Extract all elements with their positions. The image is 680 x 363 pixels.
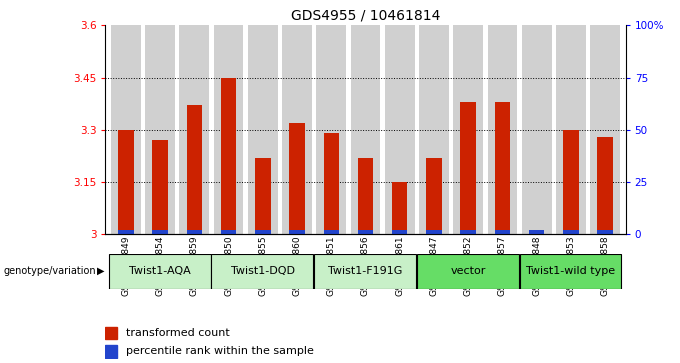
Bar (426, 231, 441, 234)
Text: transformed count: transformed count (126, 328, 230, 338)
Bar (351, 25, 380, 234)
Bar (221, 231, 237, 234)
Bar (358, 158, 373, 234)
Bar (255, 231, 271, 234)
Bar (187, 105, 202, 234)
Bar (187, 231, 202, 234)
Bar (152, 231, 168, 234)
Bar (488, 25, 517, 234)
Text: percentile rank within the sample: percentile rank within the sample (126, 346, 314, 356)
Bar (290, 123, 305, 234)
Bar (556, 25, 585, 234)
Bar (460, 102, 476, 234)
Bar (180, 25, 209, 234)
Bar (597, 231, 613, 234)
Bar (324, 231, 339, 234)
Text: Twist1-AQA: Twist1-AQA (129, 266, 191, 276)
Bar (282, 25, 312, 234)
Bar (494, 231, 510, 234)
FancyBboxPatch shape (109, 254, 211, 289)
Text: Twist1-DQD: Twist1-DQD (231, 266, 295, 276)
FancyBboxPatch shape (417, 254, 519, 289)
Bar (248, 25, 277, 234)
FancyBboxPatch shape (211, 254, 313, 289)
Bar (392, 231, 407, 234)
Bar (152, 140, 168, 234)
Bar (563, 231, 579, 234)
Bar (358, 231, 373, 234)
Bar (221, 78, 237, 234)
FancyBboxPatch shape (520, 254, 622, 289)
Bar (105, 327, 117, 339)
Bar (597, 137, 613, 234)
Bar (316, 25, 346, 234)
Text: ▶: ▶ (97, 266, 105, 276)
Bar (590, 25, 620, 234)
Text: Twist1-F191G: Twist1-F191G (328, 266, 403, 276)
Bar (214, 25, 243, 234)
Bar (385, 25, 415, 234)
Bar (454, 25, 483, 234)
Bar (146, 25, 175, 234)
Bar (290, 231, 305, 234)
Bar (426, 158, 441, 234)
Text: Twist1-wild type: Twist1-wild type (526, 266, 615, 276)
Bar (324, 133, 339, 234)
Bar (563, 130, 579, 234)
Bar (118, 231, 134, 234)
Bar (460, 231, 476, 234)
Bar (392, 182, 407, 234)
Bar (105, 345, 117, 358)
Bar (529, 231, 544, 234)
Title: GDS4955 / 10461814: GDS4955 / 10461814 (291, 9, 440, 23)
Bar (522, 25, 551, 234)
Text: genotype/variation: genotype/variation (3, 266, 96, 276)
Bar (118, 130, 134, 234)
Bar (111, 25, 141, 234)
Bar (255, 158, 271, 234)
Bar (419, 25, 449, 234)
Bar (494, 102, 510, 234)
Text: vector: vector (450, 266, 486, 276)
FancyBboxPatch shape (314, 254, 416, 289)
